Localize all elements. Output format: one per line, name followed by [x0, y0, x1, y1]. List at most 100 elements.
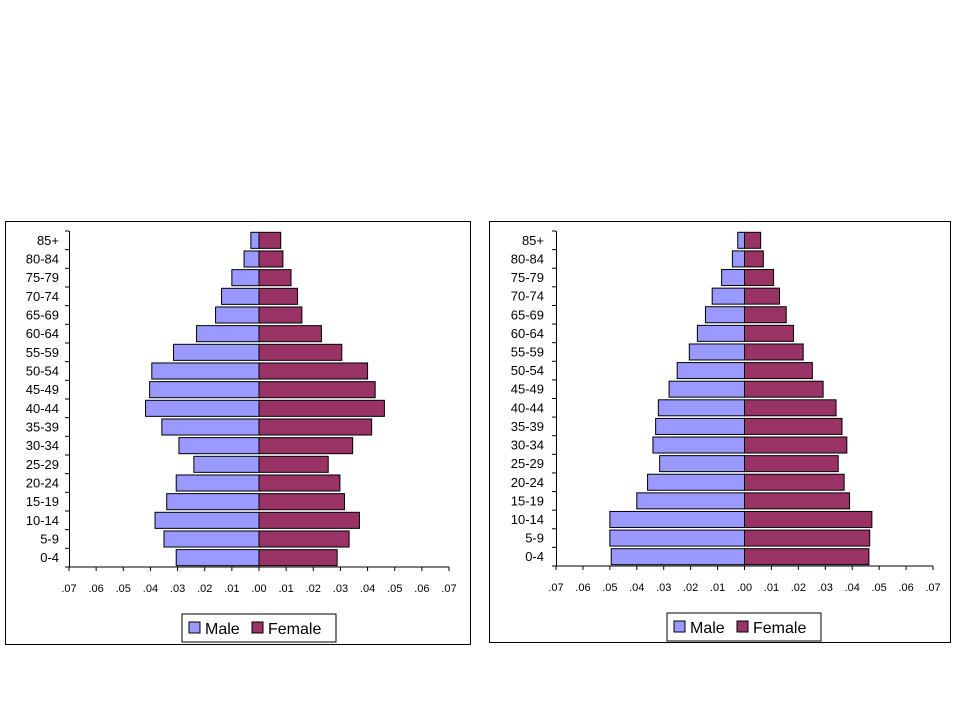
legend-swatch-male: [188, 621, 201, 634]
bar-male: [243, 250, 260, 268]
age-group-label: 55-59: [511, 344, 544, 359]
legend-label-male: Male: [690, 620, 725, 637]
bar-female: [744, 492, 851, 510]
age-group-label: 70-74: [511, 289, 544, 304]
bar-male: [711, 287, 746, 305]
age-group-label: 15-19: [511, 493, 544, 508]
bar-male: [721, 269, 746, 287]
bar-male: [610, 548, 745, 566]
age-group-label: 25-29: [26, 457, 59, 472]
bar-female: [258, 455, 329, 473]
bar-female: [744, 324, 795, 342]
pyramid-chart-right-svg: .07 .06 .05 .04 .03 .02 .01 .00 .01 .02 .03 .04 .05.…: [511, 230, 941, 642]
bar-female: [258, 287, 299, 305]
bar-female: [744, 529, 871, 547]
bar-male: [652, 436, 746, 454]
bar-male: [609, 510, 745, 528]
pyramid-chart-left: .07 .06 .05 .04 .03 .02 .01 .00 .01 .02 .03 .04 .05.…: [5, 221, 471, 645]
age-group-label: 40-44: [26, 401, 59, 416]
x-tick-label: .06: [575, 582, 590, 594]
pyramid-chart-right: .07 .06 .05 .04 .03 .02 .01 .00 .01 .02 .03 .04 .05.…: [489, 221, 951, 643]
bar-male: [657, 399, 745, 417]
age-group-label: 25-29: [511, 456, 544, 471]
bar-female: [258, 269, 292, 287]
age-group-label: 30-34: [26, 438, 59, 453]
bar-male: [178, 437, 260, 455]
bar-female: [258, 250, 284, 268]
legend: Male Female: [666, 612, 822, 642]
bar-female: [744, 510, 873, 528]
bar-male: [250, 231, 260, 249]
bar-female: [744, 399, 837, 417]
legend-swatch-female: [251, 621, 264, 634]
x-tick-label: .00: [251, 583, 266, 595]
bar-male: [166, 493, 260, 511]
age-group-label: 15-19: [26, 494, 59, 509]
x-tick-label: .02: [306, 583, 321, 595]
x-tick-label: .03: [333, 583, 348, 595]
age-group-label: 60-64: [511, 326, 544, 341]
bar-male: [175, 474, 260, 492]
age-group-label: 10-14: [511, 512, 544, 527]
age-group-label: 45-49: [26, 382, 59, 397]
x-tick-label: .02: [197, 583, 212, 595]
x-tick-label: .07: [548, 582, 563, 594]
x-tick-label: .01: [278, 583, 293, 595]
bar-female: [258, 418, 373, 436]
bar-male: [737, 231, 746, 249]
x-tick-label: .06: [88, 583, 103, 595]
bar-female: [258, 325, 322, 343]
x-tick-label: .05: [871, 582, 886, 594]
x-tick-label: .05: [116, 583, 131, 595]
x-tick-label: .05: [602, 582, 617, 594]
age-group-label: 55-59: [26, 345, 59, 360]
bar-female: [744, 306, 787, 324]
bar-female: [258, 549, 338, 567]
bar-male: [668, 380, 745, 398]
bar-female: [744, 231, 762, 249]
x-tick-label: .02: [683, 582, 698, 594]
age-group-label: 5-9: [40, 532, 59, 547]
legend-swatch-male: [673, 620, 686, 633]
legend-label-female: Female: [753, 620, 806, 637]
x-tick-label: .04: [845, 582, 860, 594]
bar-male: [193, 455, 260, 473]
bar-male: [659, 455, 745, 473]
age-group-label: 0-4: [40, 550, 59, 565]
bar-male: [655, 417, 746, 435]
age-group-label: 45-49: [511, 382, 544, 397]
bar-female: [744, 436, 848, 454]
bar-female: [744, 455, 839, 473]
bar-female: [258, 511, 360, 529]
bar-male: [149, 381, 260, 399]
bar-male: [151, 362, 260, 380]
age-group-label: 35-39: [511, 419, 544, 434]
x-tick-label: .06: [414, 583, 429, 595]
bar-female: [258, 231, 282, 249]
x-tick-label: .01: [764, 582, 779, 594]
age-group-label: 20-24: [26, 476, 59, 491]
age-group-label: 50-54: [511, 363, 544, 378]
bar-female: [258, 362, 369, 380]
bar-male: [647, 473, 745, 491]
x-tick-label: .04: [143, 583, 158, 595]
bar-female: [744, 250, 764, 268]
x-tick-label: .03: [656, 582, 671, 594]
age-group-label: 40-44: [511, 400, 544, 415]
age-group-label: 80-84: [26, 252, 59, 267]
plot-group: .07 .06 .05 .04 .03 .02 .01 .00 .01 .02 .03 .04 .05.…: [26, 230, 457, 643]
bar-male: [175, 549, 260, 567]
bar-male: [609, 529, 745, 547]
plot-group: .07 .06 .05 .04 .03 .02 .01 .00 .01 .02 .03 .04 .05.…: [511, 230, 941, 642]
age-group-label: 65-69: [26, 308, 59, 323]
x-tick-label: .02: [791, 582, 806, 594]
bar-male: [731, 250, 745, 268]
bar-male: [696, 324, 745, 342]
bar-male: [145, 399, 260, 417]
bar-female: [744, 269, 775, 287]
bar-male: [154, 511, 260, 529]
legend-swatch-female: [736, 620, 749, 633]
bar-female: [744, 417, 843, 435]
x-tick-label: .04: [360, 583, 375, 595]
bar-male: [636, 492, 745, 510]
